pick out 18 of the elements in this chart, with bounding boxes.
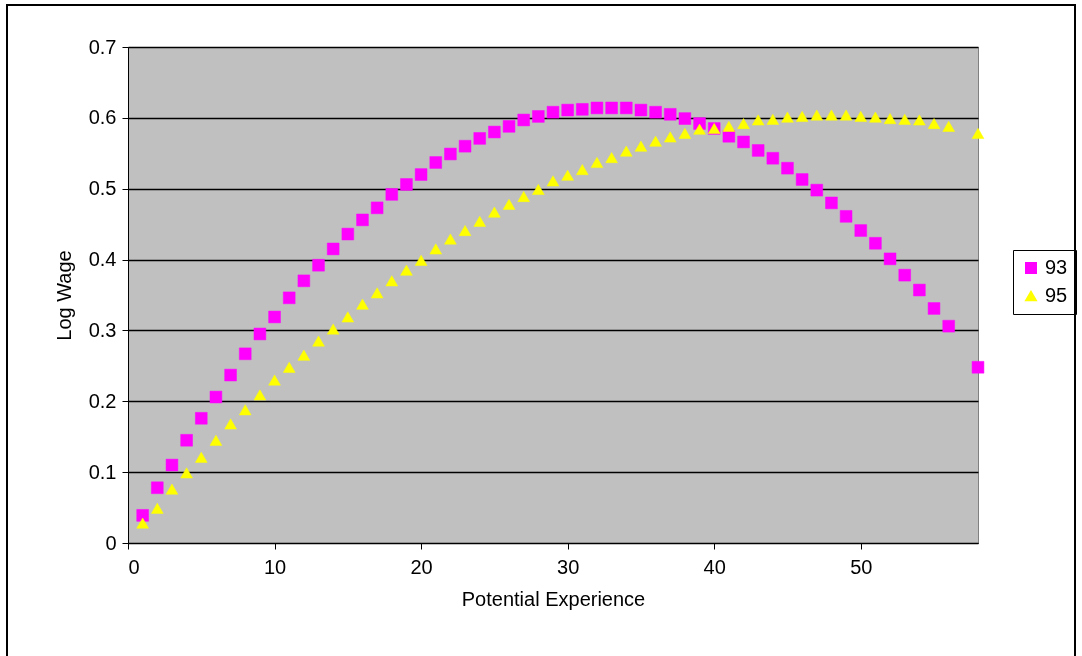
legend-label: 95 xyxy=(1045,284,1068,306)
x-tick-label: 10 xyxy=(263,555,287,578)
y-tick-label: 0.7 xyxy=(88,35,117,58)
x-tick-label: 30 xyxy=(557,555,580,578)
y-axis-title: Log Wage xyxy=(52,250,75,341)
x-tick-label: 50 xyxy=(850,555,873,578)
x-tick-label: 20 xyxy=(410,555,433,578)
y-tick-label: 0.6 xyxy=(88,106,117,129)
y-tick-label: 0.1 xyxy=(88,460,117,483)
x-axis-title: Potential Experience xyxy=(461,587,646,610)
x-tick-label: 40 xyxy=(703,555,726,578)
y-tick-label: 0.5 xyxy=(88,177,117,200)
legend-label: 93 xyxy=(1045,256,1068,278)
y-tick-label: 0.4 xyxy=(88,248,117,271)
y-tick-label: 0.3 xyxy=(88,318,117,341)
y-tick-label: 0 xyxy=(105,531,117,554)
y-tick-label: 0.2 xyxy=(88,389,117,412)
x-tick-label: 0 xyxy=(128,555,140,578)
